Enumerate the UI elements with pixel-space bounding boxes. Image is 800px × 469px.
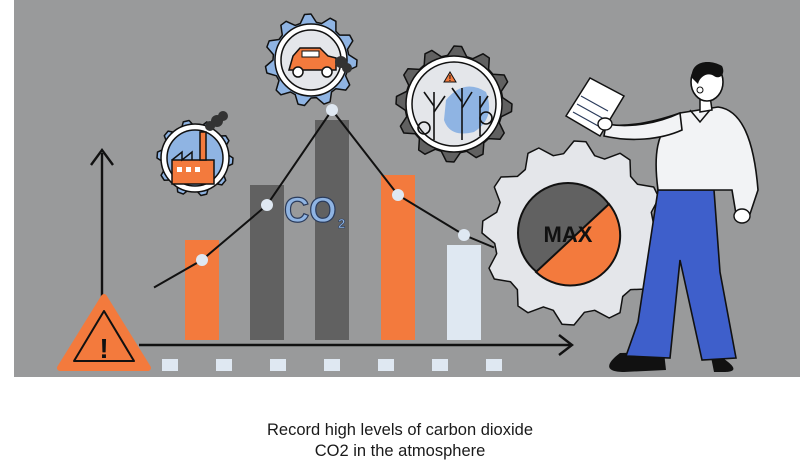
caption-line-2: CO2 in the atmosphere — [314, 442, 486, 460]
caption-line-1: Record high levels of carbon dioxide — [267, 421, 533, 439]
trend-point-3 — [326, 104, 338, 116]
trend-point-4 — [392, 189, 404, 201]
car-pollution-icon — [264, 13, 358, 107]
trend-point-5 — [458, 229, 470, 241]
x-tick-markers — [162, 359, 502, 371]
x-axis-arrow — [139, 334, 574, 356]
co2-subscript: 2 — [338, 216, 345, 231]
bar-5 — [447, 245, 481, 340]
trend-line-series — [153, 104, 495, 289]
co2-text: CO — [284, 191, 337, 230]
dead-trees-icon: ! — [395, 45, 513, 163]
trees-warning-symbol: ! — [449, 74, 452, 83]
max-gauge: MAX — [517, 182, 622, 287]
bar-3 — [315, 120, 349, 340]
warning-icon: ! — [57, 294, 151, 371]
co2-label: CO 2 — [283, 190, 345, 231]
trend-point-1 — [196, 254, 208, 266]
person-figure — [564, 62, 759, 372]
trend-point-2 — [261, 199, 273, 211]
co2-illustration: CO 2 MAX ! — [14, 0, 800, 377]
gauge-label: MAX — [544, 222, 593, 247]
factory-icon — [156, 111, 234, 197]
caption: Record high levels of carbon dioxide CO2… — [0, 420, 800, 462]
warning-symbol: ! — [99, 333, 108, 364]
